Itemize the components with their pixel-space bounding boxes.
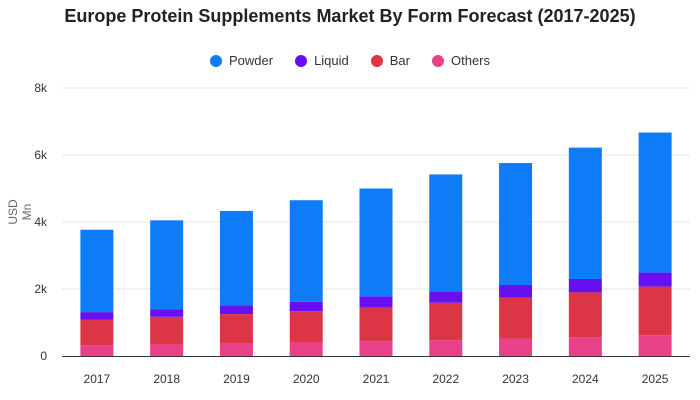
bar-segment-liquid: [359, 296, 393, 308]
x-tick-label: 2018: [153, 372, 180, 386]
bar-segment-powder: [429, 174, 463, 292]
bar-segment-powder: [80, 229, 114, 313]
bar-segment-bar: [499, 297, 533, 339]
bar-segment-bar: [568, 292, 602, 338]
chart-title: Europe Protein Supplements Market By For…: [64, 6, 636, 26]
bar-segment-bar: [289, 311, 323, 343]
legend-label: Liquid: [314, 53, 349, 68]
y-tick-label: 8k: [34, 81, 48, 95]
bar-segment-bar: [80, 319, 114, 346]
bar-segment-powder: [359, 188, 393, 297]
bar-segment-powder: [289, 200, 323, 302]
bar-segment-others: [429, 340, 463, 356]
legend-swatch: [209, 54, 222, 67]
bar-segment-others: [499, 338, 533, 356]
bar-segment-others: [289, 342, 323, 356]
x-tick-label: 2021: [363, 372, 390, 386]
bar-segment-liquid: [289, 301, 323, 312]
x-tick-label: 2022: [432, 372, 459, 386]
legend-label: Bar: [389, 53, 410, 68]
legend-item-others[interactable]: Others: [432, 53, 490, 68]
bar-segment-bar: [359, 307, 393, 342]
bar-segment-liquid: [568, 278, 602, 293]
x-tick-label: 2019: [223, 372, 250, 386]
bar-segment-liquid: [429, 291, 463, 303]
bar-segment-bar: [150, 316, 184, 345]
bar-segment-bar: [638, 286, 672, 336]
y-tick-label: 0: [40, 349, 47, 363]
legend-swatch: [370, 54, 383, 67]
legend: Powder Liquid Bar Others: [0, 53, 700, 68]
bar-segment-liquid: [80, 312, 114, 320]
bar-segment-liquid: [638, 272, 672, 287]
bar-segment-powder: [150, 220, 184, 310]
bar-segment-others: [150, 344, 184, 356]
x-tick-label: 2020: [293, 372, 320, 386]
bar-segment-others: [80, 345, 114, 356]
bar-segment-powder: [499, 163, 533, 285]
y-tick-label: 6k: [34, 148, 48, 162]
legend-swatch: [432, 54, 444, 67]
bar-segment-powder: [638, 132, 672, 273]
bar-segment-liquid: [499, 284, 533, 298]
bar-segment-bar: [429, 302, 463, 341]
bar-segment-liquid: [150, 309, 184, 317]
x-tick-label: 2017: [84, 372, 111, 386]
bar-segment-powder: [568, 147, 602, 279]
bar-segment-others: [219, 343, 253, 356]
bar-segment-others: [568, 337, 602, 356]
y-tick-label: 4k: [34, 215, 48, 229]
bar-segment-powder: [219, 210, 253, 306]
legend-label: Powder: [228, 53, 274, 68]
legend-item-liquid[interactable]: Liquid: [295, 53, 349, 68]
legend-swatch: [295, 54, 308, 67]
x-tick-label: 2023: [502, 372, 529, 386]
legend-item-bar[interactable]: Bar: [370, 53, 410, 68]
y-tick-label: 2k: [34, 282, 48, 296]
bar-segment-others: [638, 335, 672, 356]
legend-item-powder[interactable]: Powder: [209, 53, 274, 68]
x-tick-label: 2024: [572, 372, 599, 386]
bar-segment-liquid: [219, 305, 253, 315]
x-tick-label: 2025: [642, 372, 669, 386]
bar-segment-others: [359, 341, 393, 356]
legend-label: Others: [451, 53, 491, 68]
bar-segment-bar: [219, 314, 253, 344]
